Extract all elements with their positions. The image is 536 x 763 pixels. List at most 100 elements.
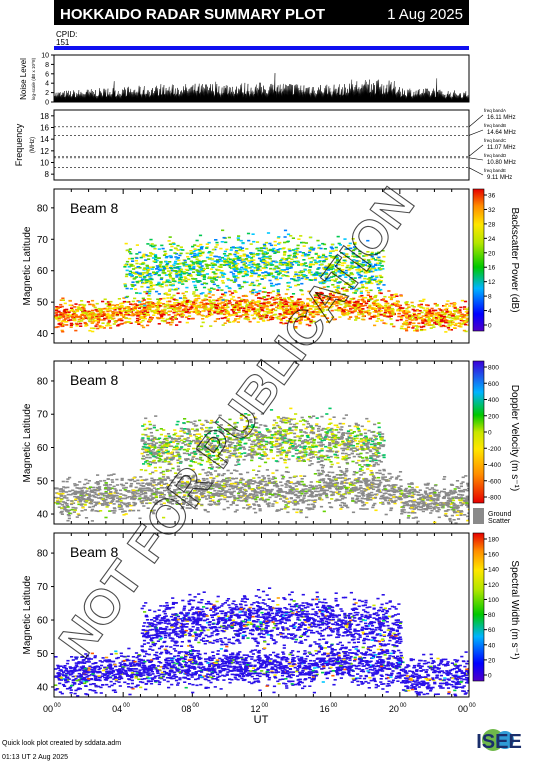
- power-echo: [184, 302, 188, 305]
- velocity-echo: [465, 504, 469, 506]
- power-echo: [272, 268, 276, 271]
- power-echo: [138, 292, 142, 295]
- power-echo: [204, 294, 208, 297]
- power-echo: [233, 319, 237, 322]
- velocity-echo: [217, 492, 221, 495]
- power-echo: [249, 307, 253, 309]
- velocity-echo: [159, 500, 163, 502]
- power-echo: [108, 307, 112, 309]
- power-echo: [262, 259, 266, 261]
- power-echo: [459, 324, 463, 326]
- power-echo: [228, 321, 232, 323]
- power-echo: [134, 276, 139, 278]
- power-echo: [314, 308, 318, 310]
- power-echo: [289, 267, 293, 269]
- power-echo: [343, 306, 347, 309]
- power-echo: [252, 262, 256, 264]
- power-echo: [250, 305, 254, 307]
- power-echo: [371, 278, 375, 281]
- power-echo: [331, 284, 335, 286]
- power-echo: [294, 284, 298, 287]
- power-echo: [382, 284, 386, 286]
- velocity-echo: [108, 510, 112, 512]
- power-echo: [184, 277, 188, 280]
- power-echo: [80, 320, 84, 322]
- power-echo: [262, 313, 266, 316]
- power-echo: [309, 263, 313, 265]
- power-echo: [207, 315, 211, 317]
- power-echo: [464, 308, 468, 310]
- power-echo: [165, 305, 170, 307]
- power-echo: [332, 296, 336, 298]
- power-echo: [165, 255, 169, 258]
- cpid-label: CPID:: [56, 30, 77, 39]
- power-echo: [246, 304, 250, 307]
- power-echo: [453, 324, 458, 327]
- velocity-echo: [217, 483, 222, 485]
- power-echo: [249, 252, 253, 254]
- power-echo: [250, 266, 254, 268]
- power-echo: [250, 253, 254, 256]
- velocity-echo: [79, 490, 83, 493]
- velocity-echo: [288, 482, 292, 484]
- power-echo: [57, 310, 61, 313]
- power-echo: [178, 273, 183, 276]
- power-echo: [384, 300, 388, 303]
- power-echo: [237, 303, 241, 306]
- power-echo: [362, 259, 366, 262]
- power-echo: [234, 318, 238, 320]
- power-echo: [173, 262, 177, 264]
- power-echo: [326, 269, 330, 271]
- power-echo: [310, 256, 314, 259]
- power-echo: [152, 272, 156, 274]
- power-echo: [343, 262, 347, 264]
- power-echo: [276, 290, 280, 293]
- power-echo: [335, 255, 339, 257]
- power-echo: [164, 284, 168, 287]
- power-echo: [193, 244, 197, 246]
- power-echo: [245, 273, 249, 276]
- power-echo: [399, 295, 403, 297]
- power-echo: [374, 311, 378, 313]
- power-echo: [124, 312, 128, 315]
- power-echo: [391, 303, 395, 305]
- power-echo: [196, 272, 201, 275]
- power-echo: [241, 295, 245, 297]
- velocity-echo: [73, 483, 77, 485]
- power-echo: [460, 313, 464, 316]
- power-echo: [202, 276, 207, 278]
- power-echo: [153, 311, 157, 314]
- power-echo: [213, 320, 217, 323]
- power-echo: [224, 300, 228, 302]
- power-echo: [165, 281, 169, 283]
- velocity-echo: [273, 493, 277, 496]
- power-echo: [164, 312, 168, 315]
- power-echo: [123, 285, 128, 288]
- power-echo: [363, 275, 367, 277]
- power-echo: [439, 321, 443, 324]
- power-echo: [139, 321, 143, 323]
- power-echo: [308, 247, 313, 250]
- power-echo: [345, 248, 349, 250]
- power-echo: [415, 314, 419, 317]
- power-echo: [246, 267, 250, 269]
- power-echo: [61, 330, 65, 333]
- power-echo: [261, 291, 265, 293]
- power-echo: [425, 311, 429, 314]
- power-echo: [401, 323, 406, 325]
- power-echo: [466, 312, 469, 314]
- power-echo: [172, 243, 176, 245]
- velocity-echo: [327, 502, 332, 504]
- power-echo: [165, 322, 170, 324]
- power-echo: [63, 309, 67, 311]
- power-echo: [318, 275, 322, 277]
- power-echo: [289, 262, 293, 264]
- power-echo: [351, 255, 355, 257]
- power-echo: [312, 273, 316, 276]
- power-echo: [67, 315, 71, 317]
- power-echo: [369, 297, 373, 299]
- power-frame-top: [53, 188, 470, 344]
- power-echo: [148, 303, 152, 306]
- power-echo: [419, 303, 423, 306]
- velocity-echo: [340, 482, 344, 484]
